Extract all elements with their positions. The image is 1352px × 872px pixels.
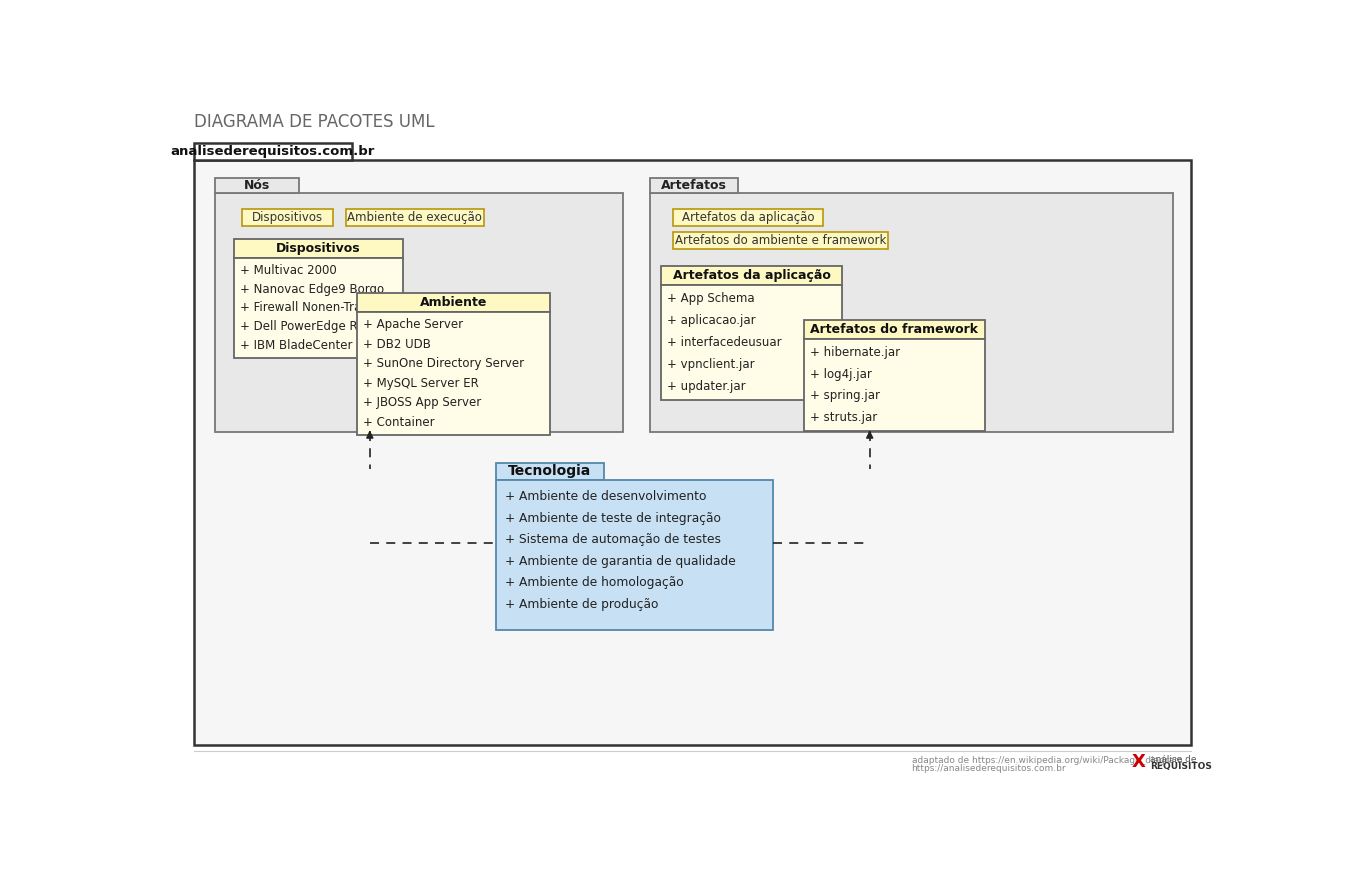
Text: REQUISITOS: REQUISITOS bbox=[1151, 762, 1213, 772]
Bar bbox=[234, 258, 403, 358]
Text: + Apache Server: + Apache Server bbox=[364, 318, 464, 331]
Bar bbox=[357, 312, 550, 435]
Text: + Ambiente de garantia de qualidade: + Ambiente de garantia de qualidade bbox=[506, 555, 735, 568]
Text: + Firewall Nonen-Tra1 C: + Firewall Nonen-Tra1 C bbox=[241, 302, 381, 315]
Bar bbox=[242, 208, 333, 226]
Text: + Ambiente de teste de integração: + Ambiente de teste de integração bbox=[506, 512, 721, 525]
Bar bbox=[357, 293, 550, 312]
Bar bbox=[650, 194, 1174, 432]
Text: + Sistema de automação de testes: + Sistema de automação de testes bbox=[506, 533, 721, 546]
Bar bbox=[496, 480, 773, 630]
Text: Artefatos do framework: Artefatos do framework bbox=[810, 323, 979, 336]
Text: + DB2 UDB: + DB2 UDB bbox=[364, 337, 431, 351]
Text: Ambiente: Ambiente bbox=[419, 296, 487, 309]
Text: Artefatos da aplicação: Artefatos da aplicação bbox=[683, 210, 815, 223]
Text: analisederequisitos.com.br: analisederequisitos.com.br bbox=[170, 145, 375, 158]
Text: + spring.jar: + spring.jar bbox=[810, 389, 880, 402]
Text: + struts.jar: + struts.jar bbox=[810, 411, 877, 424]
Text: + updater.jar: + updater.jar bbox=[668, 379, 746, 392]
Bar bbox=[234, 240, 403, 258]
Bar bbox=[193, 160, 1191, 746]
Text: + hibernate.jar: + hibernate.jar bbox=[810, 346, 900, 359]
Text: + Dell PowerEdge R300: + Dell PowerEdge R300 bbox=[241, 320, 380, 333]
Text: + interfacedeusuar: + interfacedeusuar bbox=[668, 336, 781, 349]
Bar bbox=[650, 178, 738, 194]
Bar bbox=[804, 338, 984, 431]
Text: + SunOne Directory Server: + SunOne Directory Server bbox=[364, 358, 525, 370]
Bar bbox=[496, 463, 603, 480]
Text: Ambiente de execução: Ambiente de execução bbox=[347, 210, 483, 223]
Bar bbox=[661, 266, 842, 285]
Text: X: X bbox=[1132, 753, 1145, 771]
Text: + vpnclient.jar: + vpnclient.jar bbox=[668, 358, 756, 371]
Text: + App Schema: + App Schema bbox=[668, 292, 756, 305]
Text: https://analisederequisitos.com.br: https://analisederequisitos.com.br bbox=[911, 764, 1067, 773]
Text: Dispositivos: Dispositivos bbox=[276, 242, 361, 255]
Text: + log4j.jar: + log4j.jar bbox=[810, 368, 872, 381]
Text: adaptado de https://en.wikipedia.org/wiki/Package_diagram: adaptado de https://en.wikipedia.org/wik… bbox=[911, 756, 1183, 766]
Text: + Nanovac Edge9 Borgo: + Nanovac Edge9 Borgo bbox=[241, 283, 384, 296]
Text: + JBOSS App Server: + JBOSS App Server bbox=[364, 396, 481, 409]
Text: Artefatos do ambiente e framework: Artefatos do ambiente e framework bbox=[675, 234, 887, 247]
Bar bbox=[215, 194, 623, 432]
Text: Artefatos: Artefatos bbox=[661, 179, 727, 192]
Text: Artefatos da aplicação: Artefatos da aplicação bbox=[673, 269, 830, 282]
Bar bbox=[804, 320, 984, 338]
Bar bbox=[673, 208, 823, 226]
Text: DIAGRAMA DE PACOTES UML: DIAGRAMA DE PACOTES UML bbox=[193, 112, 434, 131]
Text: + Ambiente de produção: + Ambiente de produção bbox=[506, 598, 658, 611]
Text: Tecnologia: Tecnologia bbox=[508, 464, 591, 478]
Bar bbox=[346, 208, 484, 226]
Bar bbox=[673, 232, 888, 249]
Text: análise de: análise de bbox=[1151, 754, 1197, 764]
Text: + Ambiente de homologação: + Ambiente de homologação bbox=[506, 576, 684, 589]
Text: + Multivac 2000: + Multivac 2000 bbox=[241, 263, 337, 276]
Bar bbox=[215, 178, 299, 194]
Text: Nós: Nós bbox=[243, 179, 270, 192]
Bar bbox=[193, 143, 352, 160]
Text: Dispositivos: Dispositivos bbox=[251, 210, 323, 223]
Text: + aplicacao.jar: + aplicacao.jar bbox=[668, 314, 756, 327]
Text: + Ambiente de desenvolvimento: + Ambiente de desenvolvimento bbox=[506, 490, 707, 503]
Text: + IBM BladeCenter: + IBM BladeCenter bbox=[241, 339, 353, 352]
Text: + MySQL Server ER: + MySQL Server ER bbox=[364, 377, 479, 390]
Text: + Container: + Container bbox=[364, 416, 435, 429]
Bar bbox=[661, 285, 842, 400]
